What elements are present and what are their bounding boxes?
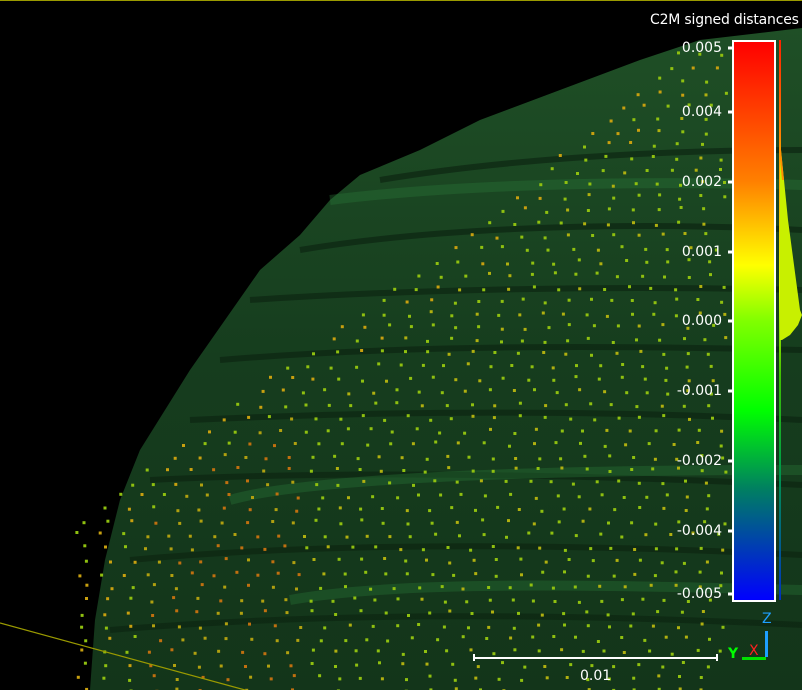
legend-tick-mark xyxy=(728,389,733,393)
legend-tick-label: 0.004 xyxy=(681,104,722,120)
histogram-curve xyxy=(780,140,802,340)
legend-tick-mark xyxy=(728,592,733,596)
legend-tick-label: -0.001 xyxy=(676,383,722,399)
legend-tick-mark xyxy=(728,459,733,463)
legend-tick-mark xyxy=(728,110,733,114)
legend-tick-mark xyxy=(728,529,733,533)
mesh-surface xyxy=(90,28,802,690)
legend-tick-label: -0.002 xyxy=(676,453,722,469)
viewport-frame xyxy=(0,0,802,1)
legend-title: C2M signed distances xyxy=(650,12,799,28)
scale-bar xyxy=(473,654,718,661)
axis-z-line xyxy=(765,631,768,657)
legend-tick-mark xyxy=(728,46,733,50)
legend-tick-label: 0.002 xyxy=(681,174,722,190)
legend-tick-label: -0.005 xyxy=(676,586,722,602)
axis-x-label: X xyxy=(749,643,759,659)
legend-tick-mark xyxy=(728,250,733,254)
reference-line xyxy=(0,622,246,690)
legend-tick-mark xyxy=(728,319,733,323)
legend-tick-label: 0.000 xyxy=(681,313,722,329)
color-scale-bar xyxy=(732,40,776,602)
legend-tick-mark xyxy=(728,180,733,184)
axis-z-label: Z xyxy=(762,611,772,627)
legend-tick-label: -0.004 xyxy=(676,523,722,539)
axis-y-line xyxy=(742,657,766,660)
legend-tick-label: 0.005 xyxy=(681,40,722,56)
axis-y-label: Y xyxy=(728,646,739,662)
scale-bar-label: 0.01 xyxy=(580,668,612,684)
legend-tick-label: 0.001 xyxy=(681,244,722,260)
